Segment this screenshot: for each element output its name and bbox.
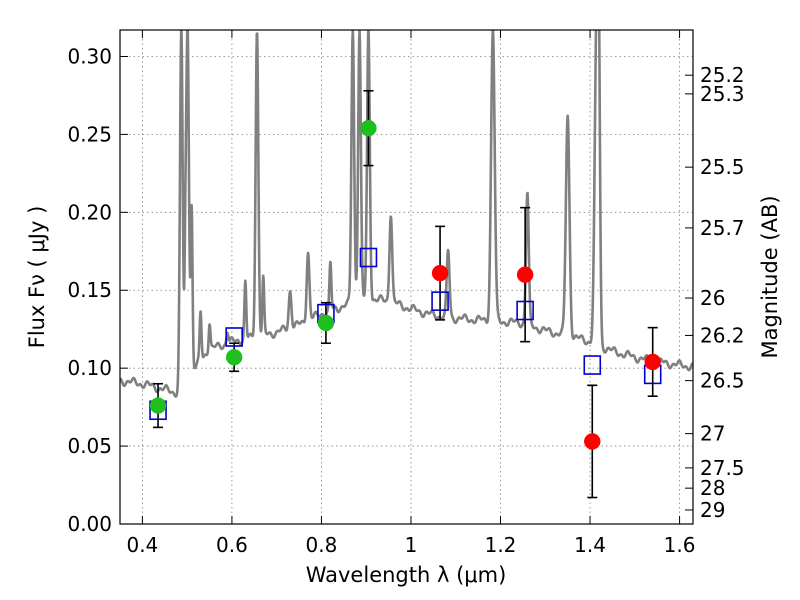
optical-point: [149, 397, 167, 414]
y2-tick-label: 25.5: [700, 155, 745, 179]
y2-tick-label: 27.5: [700, 456, 745, 480]
x-axis-label: Wavelength λ (μm): [306, 563, 507, 587]
y2-tick-label: 25.2: [700, 63, 745, 87]
spectrum: [120, 30, 693, 398]
x-tick-label: 1: [405, 533, 418, 557]
y2-tick-label: 28: [700, 476, 725, 500]
model-square: [359, 247, 378, 268]
y-axis-label: Flux Fν ( μJy ): [25, 206, 49, 349]
y2-tick-label: 29: [700, 498, 725, 522]
x-tick-label: 0.8: [306, 533, 338, 557]
optical-point: [360, 119, 377, 137]
y-tick-label: 0.25: [67, 122, 112, 146]
model-square: [225, 327, 243, 347]
model-square: [431, 291, 449, 311]
y-tick-label: 0.00: [67, 512, 112, 536]
axis-tick-labels: 0.4 0.6 0.8 1 1.2 1.4 1.6 0.00 0.05 0.10 0.15 0.20 0…: [67, 44, 744, 557]
grid-lines: [120, 30, 693, 525]
x-tick-label: 1.4: [574, 533, 606, 557]
y2-tick-label: 26.2: [700, 323, 745, 347]
y-tick-label: 0.15: [67, 278, 112, 302]
y2-tick-label: 27: [700, 422, 725, 446]
nir-point: [516, 266, 534, 283]
model-square: [583, 355, 602, 375]
nir-point: [584, 433, 601, 450]
spectrum-line: [120, 30, 693, 398]
error-bars: [153, 89, 658, 499]
model-square: [516, 300, 534, 321]
data-markers: [149, 119, 662, 450]
y-tick-label: 0.30: [67, 44, 112, 68]
nir-point: [431, 264, 449, 282]
y-tick-label: 0.20: [67, 200, 112, 224]
y2-tick-label: 25.3: [700, 82, 745, 106]
nir-point: [644, 353, 661, 371]
axis-ticks: [120, 30, 693, 525]
y2-tick-label: 26: [700, 286, 725, 310]
y2-axis-label: Magnitude (AB): [758, 195, 782, 358]
y2-tick-label: 25.7: [700, 216, 745, 240]
x-tick-label: 0.4: [126, 533, 158, 557]
plot-frame: [119, 29, 694, 525]
y-tick-label: 0.05: [67, 434, 112, 458]
x-tick-label: 0.6: [216, 533, 248, 557]
optical-point: [317, 314, 335, 332]
y2-tick-label: 26.5: [700, 369, 745, 393]
x-tick-label: 1.2: [485, 533, 517, 557]
x-tick-label: 1.6: [664, 533, 696, 557]
optical-point: [225, 349, 243, 366]
y-tick-label: 0.10: [67, 356, 112, 380]
